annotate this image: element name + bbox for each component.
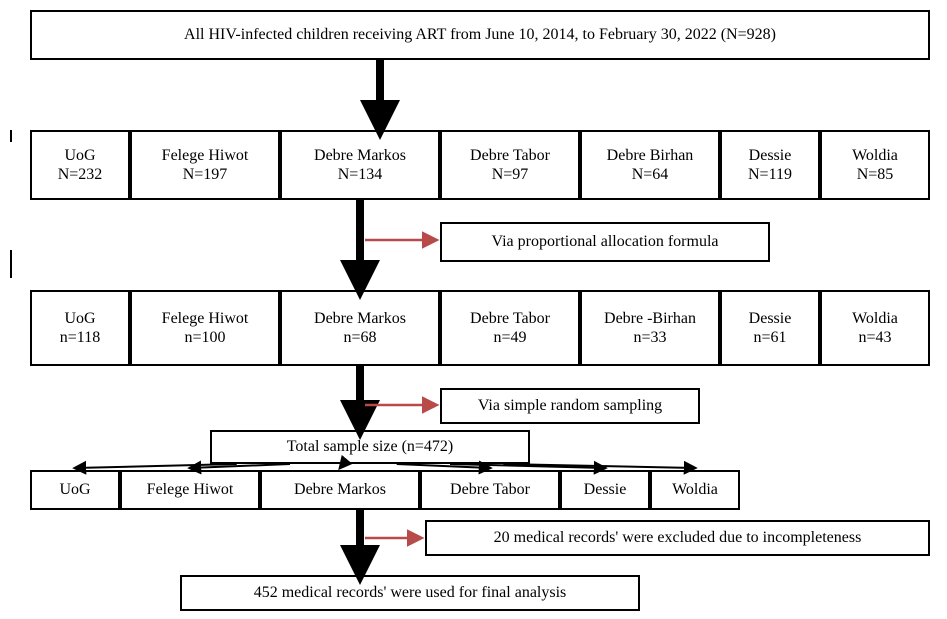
site-name: Dessie [749,146,792,165]
site-count: N=119 [748,165,792,184]
site-cell: Debre TaborN=97 [440,130,580,200]
site-name: Woldia [672,480,718,499]
site-count: N=197 [183,165,228,184]
site-count: n=100 [184,328,225,347]
site-cell: Debre Markosn=68 [280,290,440,366]
flowchart-canvas: All HIV-infected children receiving ART … [0,0,947,619]
site-name: Debre -Birhan [604,309,696,328]
site-cell: Felege HiwotN=197 [130,130,280,200]
site-count: n=33 [633,328,666,347]
site-name: Debre Markos [314,146,406,165]
site-name: Debre Tabor [470,309,550,328]
site-name: UoG [64,146,95,165]
site-count: n=49 [493,328,526,347]
annotation-text: Via simple random sampling [478,396,662,416]
site-count: N=232 [58,165,103,184]
site-name: Dessie [749,309,792,328]
site-cell: DessieN=119 [720,130,820,200]
annotation-simple-random-sampling: Via simple random sampling [440,388,700,424]
site-cell: WoldiaN=85 [820,130,930,200]
total-sample-size-box: Total sample size (n=472) [210,430,530,464]
annotation-proportional-allocation: Via proportional allocation formula [440,222,770,262]
top-box: All HIV-infected children receiving ART … [30,10,930,60]
site-name: Debre Birhan [607,146,694,165]
site-cell: UoGn=118 [30,290,130,366]
site-cell: UoG [30,470,120,510]
site-cell: Dessie [560,470,650,510]
site-cell: Debre -Birhann=33 [580,290,720,366]
site-name: Debre Tabor [450,480,530,499]
site-cell: Woldian=43 [820,290,930,366]
tick-mark [10,130,12,142]
site-cell: Debre BirhanN=64 [580,130,720,200]
site-cell: Woldia [650,470,740,510]
site-name: Debre Markos [314,309,406,328]
site-count: n=61 [753,328,786,347]
site-cell: Felege Hiwotn=100 [130,290,280,366]
final-text: 452 medical records' were used for final… [254,583,567,603]
site-cell: Dessien=61 [720,290,820,366]
site-name: Debre Tabor [470,146,550,165]
total-sample-text: Total sample size (n=472) [287,437,454,457]
annotation-text: Via proportional allocation formula [492,232,719,252]
site-count: n=43 [858,328,891,347]
site-name: Woldia [852,309,898,328]
excluded-records-box: 20 medical records' were excluded due to… [425,520,930,556]
site-cell: Debre MarkosN=134 [280,130,440,200]
site-name: Felege Hiwot [162,309,249,328]
site-name: Felege Hiwot [147,480,234,499]
tick-mark [10,250,12,278]
site-cell: Debre Taborn=49 [440,290,580,366]
site-name: Debre Markos [294,480,386,499]
site-cell: UoGN=232 [30,130,130,200]
site-count: n=68 [343,328,376,347]
site-name: Woldia [852,146,898,165]
site-name: UoG [59,480,90,499]
top-box-text: All HIV-infected children receiving ART … [184,25,776,45]
site-count: N=85 [857,165,894,184]
site-count: N=64 [632,165,669,184]
final-analysis-box: 452 medical records' were used for final… [180,575,640,611]
site-name: UoG [64,309,95,328]
site-cell: Debre Tabor [420,470,560,510]
excluded-text: 20 medical records' were excluded due to… [494,528,862,548]
site-count: N=134 [338,165,383,184]
site-cell: Debre Markos [260,470,420,510]
site-name: Felege Hiwot [162,146,249,165]
site-count: n=118 [60,328,100,347]
site-count: N=97 [492,165,529,184]
site-name: Dessie [584,480,627,499]
site-cell: Felege Hiwot [120,470,260,510]
